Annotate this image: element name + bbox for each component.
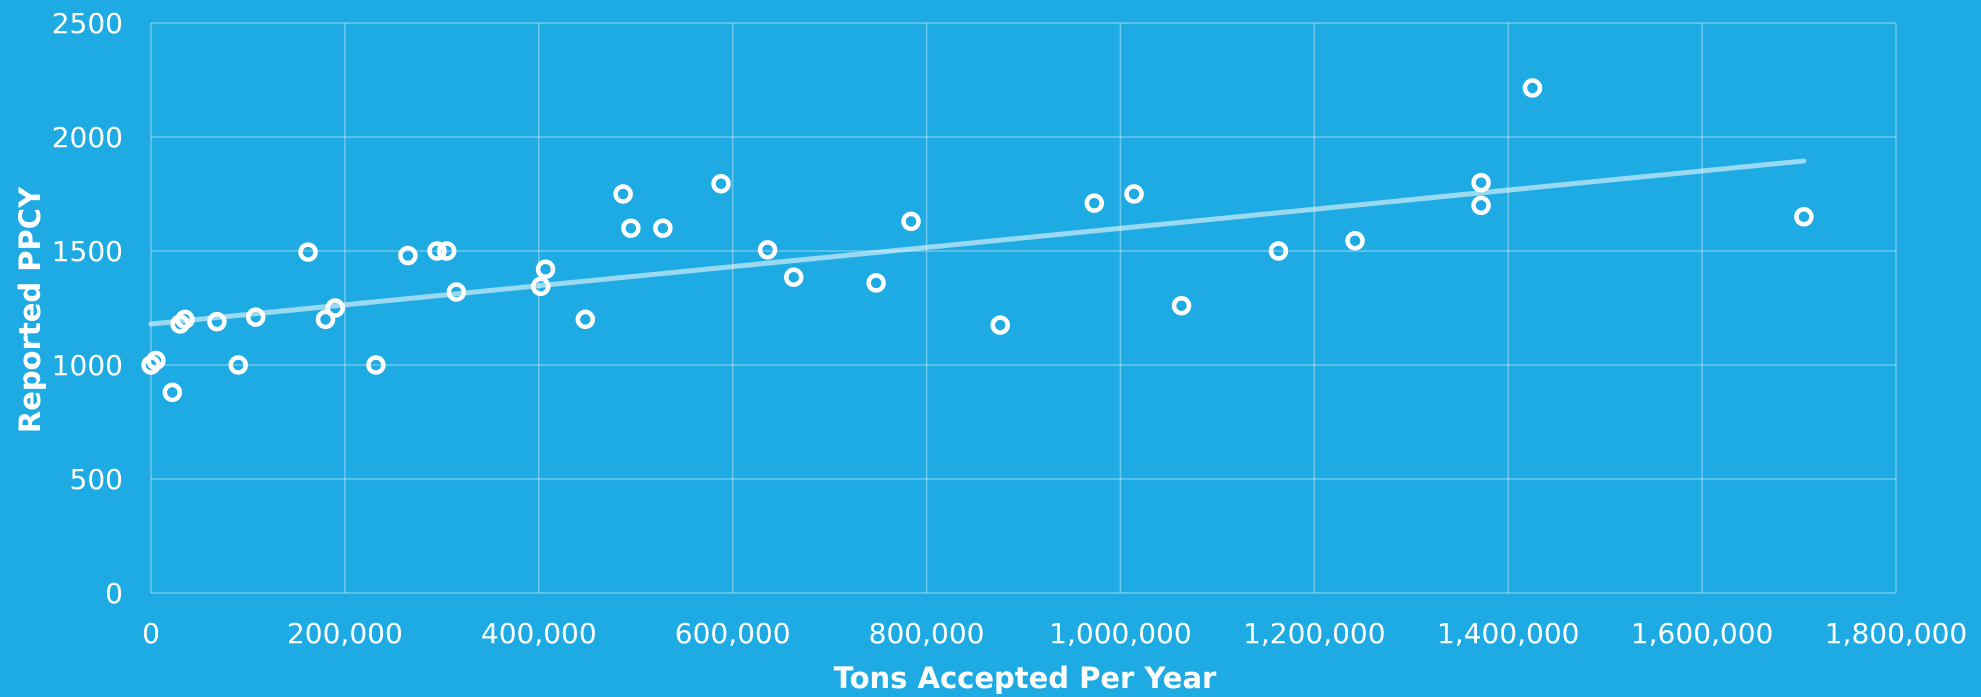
data-point: [530, 276, 551, 297]
data-point: [228, 355, 248, 375]
data-point: [1471, 195, 1491, 216]
data-point: [1171, 295, 1192, 316]
x-tick-label: 1,600,000: [1631, 617, 1774, 650]
data-point: [711, 173, 731, 194]
x-tick-label: 1,000,000: [1049, 617, 1192, 650]
data-point: [1268, 241, 1289, 261]
data-point: [757, 240, 778, 260]
data-point: [1345, 230, 1365, 251]
data-point: [1124, 184, 1144, 204]
data-point: [366, 355, 386, 375]
data-point: [315, 309, 336, 330]
y-axis-title: Reported PPCY: [13, 186, 47, 433]
data-point: [398, 245, 418, 266]
y-tick-label: 1000: [52, 349, 123, 382]
data-point: [575, 309, 596, 330]
gridlines: [150, 22, 1897, 594]
y-tick-label: 0: [105, 577, 123, 610]
data-points: [141, 78, 1814, 403]
data-point: [245, 307, 266, 327]
data-point: [207, 311, 227, 332]
y-tick-label: 1500: [52, 235, 123, 268]
data-point: [325, 298, 345, 318]
data-point: [162, 382, 183, 403]
data-point: [175, 309, 195, 330]
x-tick-label: 1,400,000: [1437, 617, 1580, 650]
x-tick-label: 400,000: [481, 617, 597, 650]
x-tick-label: 600,000: [675, 617, 791, 650]
data-point: [1794, 207, 1814, 227]
data-point: [621, 218, 641, 238]
x-tick-label: 1,800,000: [1825, 617, 1968, 650]
data-point: [436, 241, 457, 261]
trendline-layer: [148, 158, 1807, 327]
data-point: [1522, 78, 1543, 98]
trendline: [148, 158, 1807, 327]
data-point: [535, 259, 556, 279]
data-point: [446, 282, 467, 302]
data-point: [427, 241, 447, 261]
x-tick-label: 1,200,000: [1243, 617, 1386, 650]
y-tick-label: 2500: [52, 7, 123, 40]
data-point: [866, 273, 886, 293]
y-tick-label: 2000: [52, 121, 123, 154]
x-tick-label: 200,000: [287, 617, 403, 650]
x-axis-title: Tons Accepted Per Year: [834, 661, 1217, 695]
y-axis-ticks: 0 500 1000 1500 2000 2500: [52, 7, 123, 610]
data-point: [990, 315, 1010, 335]
data-point: [901, 211, 921, 232]
data-point: [1084, 193, 1105, 213]
y-tick-label: 500: [70, 463, 123, 496]
x-axis-ticks: 0 200,000 400,000 600,000 800,000 1,000,000 1,…: [142, 617, 1967, 650]
x-tick-label: 800,000: [869, 617, 985, 650]
data-point: [783, 267, 804, 287]
x-tick-label: 0: [142, 617, 160, 650]
data-point: [298, 242, 318, 262]
data-point: [653, 218, 673, 238]
data-point: [1471, 172, 1491, 193]
data-point: [146, 350, 166, 371]
data-point: [613, 184, 633, 204]
